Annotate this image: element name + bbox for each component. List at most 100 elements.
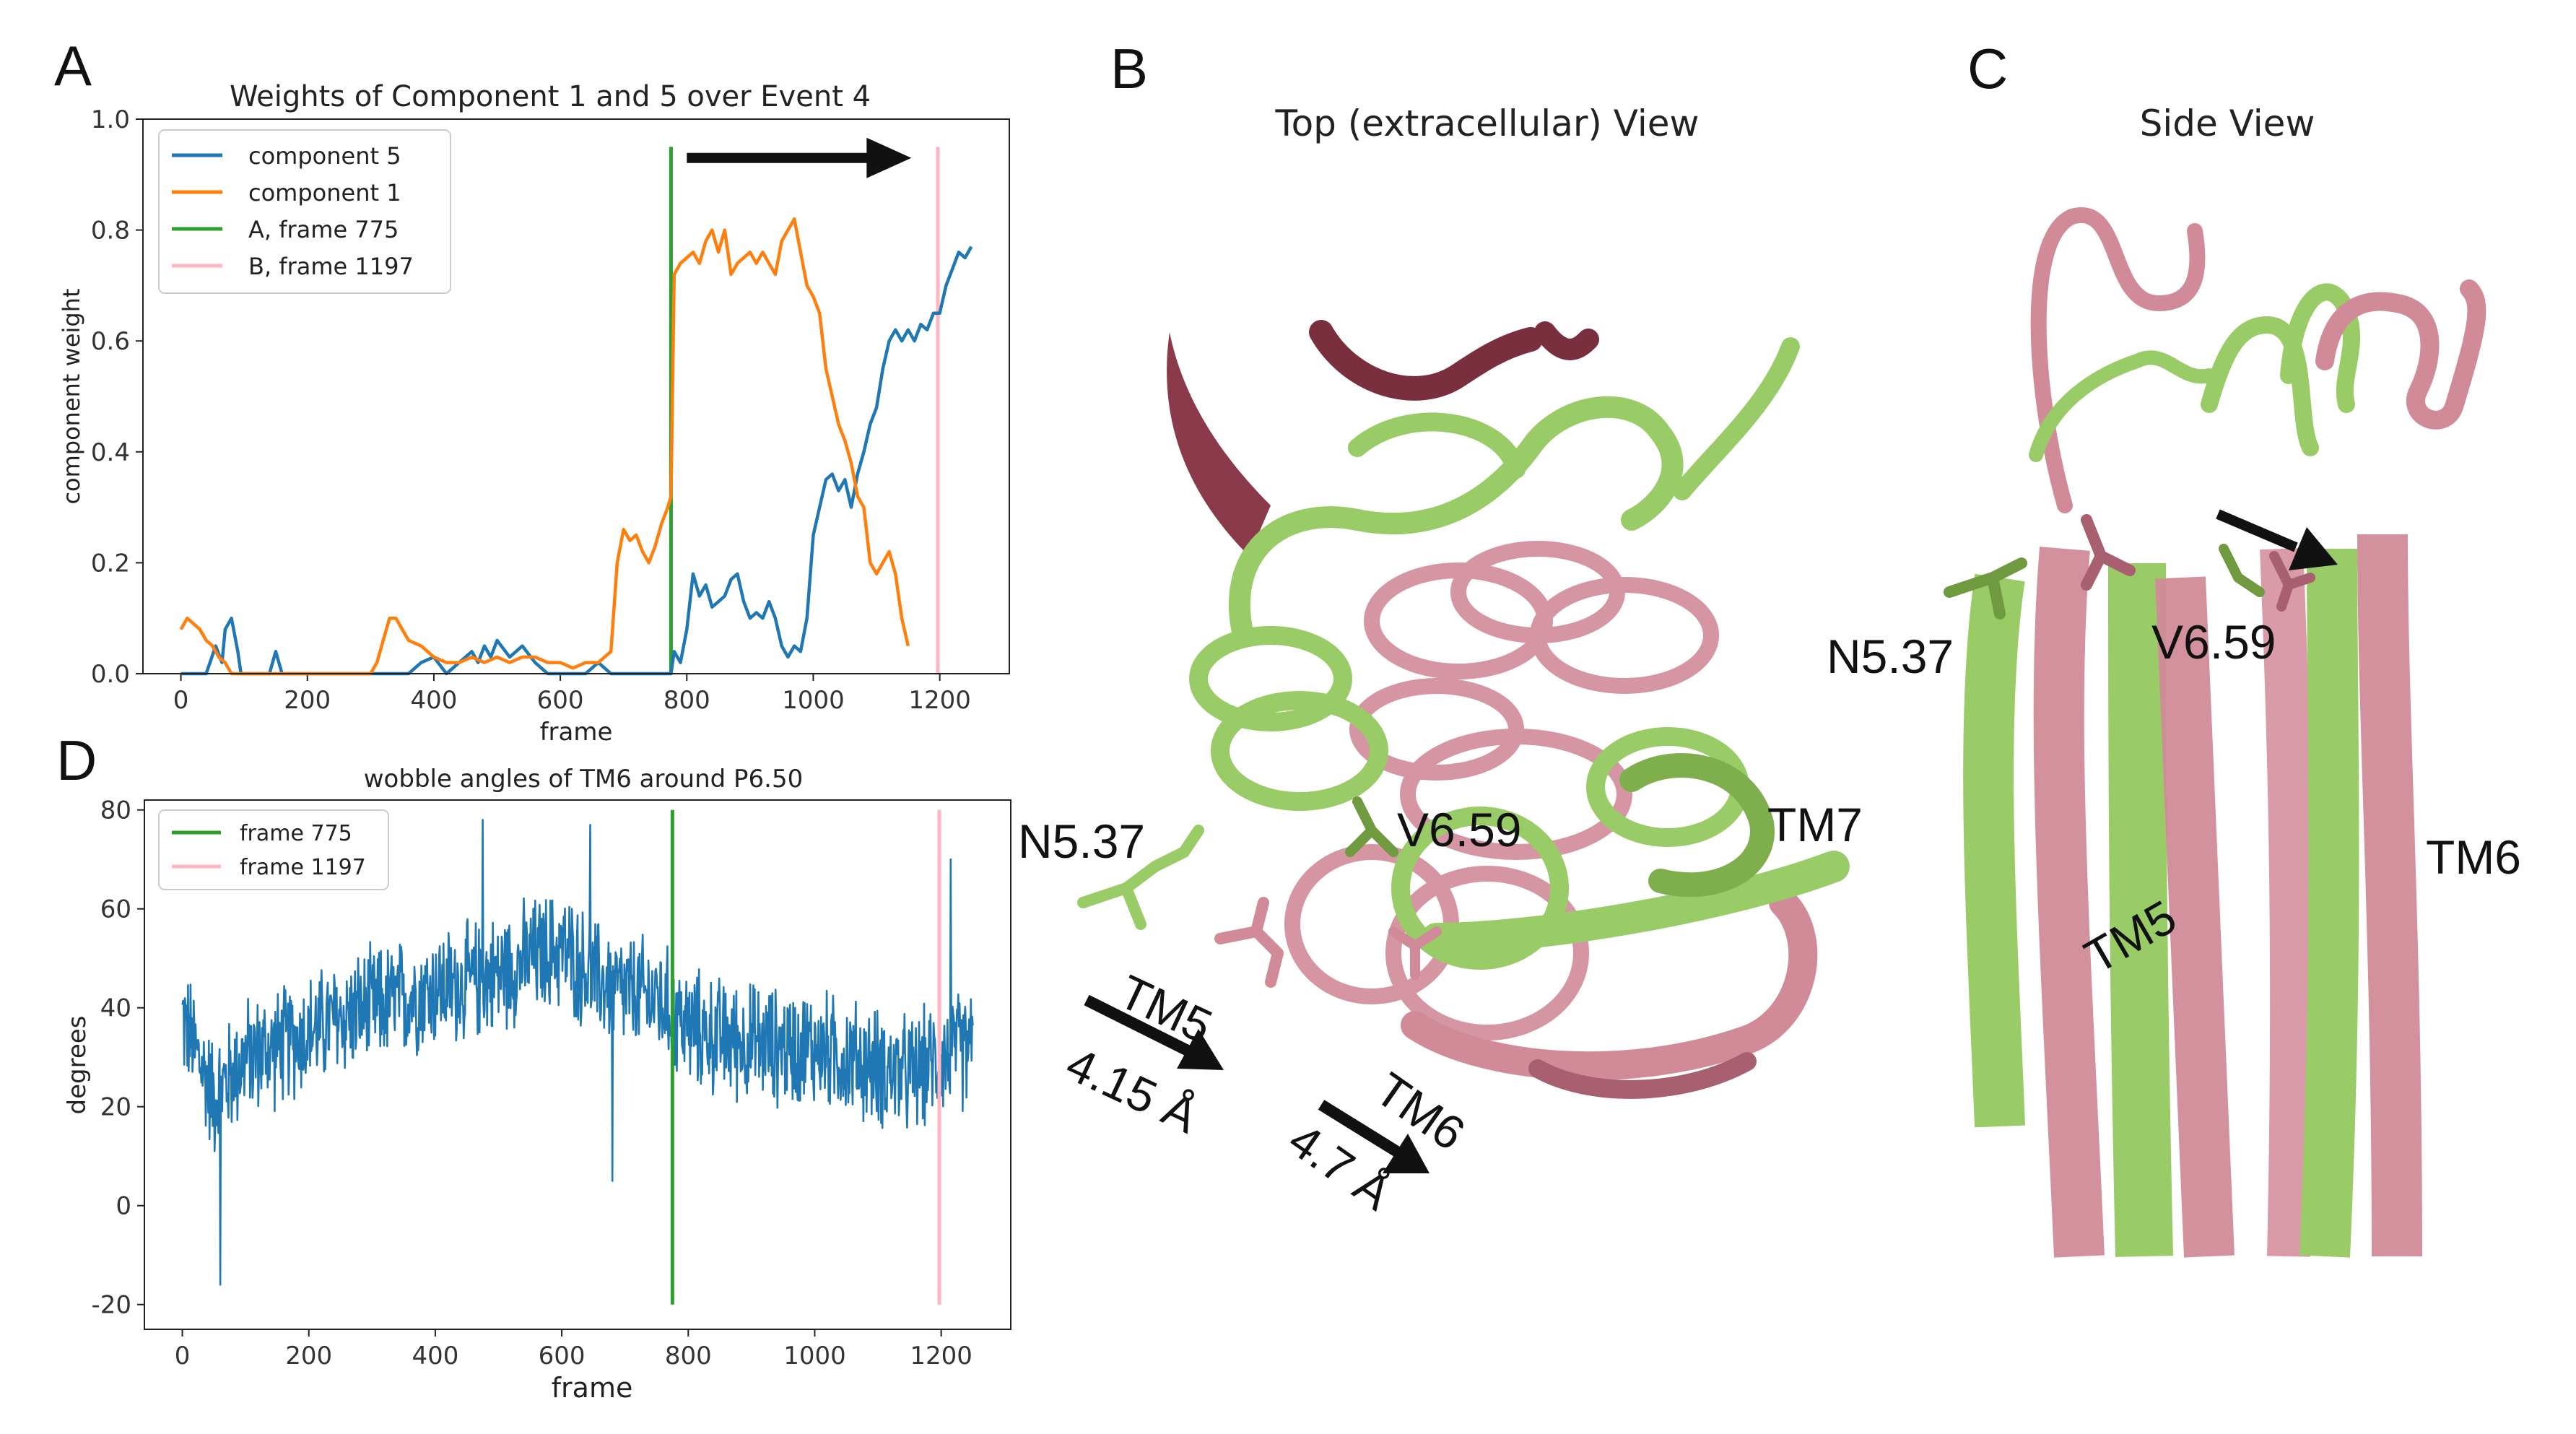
c-pink-helix-tm5: [2155, 576, 2235, 1258]
chart-a-xtick-label: 600: [537, 686, 584, 715]
chart-d-ytick-label: 20: [100, 1093, 131, 1122]
c-green-helix-1: [1963, 573, 2025, 1128]
chart-d-xtick-label: 600: [539, 1342, 586, 1370]
chart-a-legend-box: [158, 129, 451, 294]
chart-a-xtick-label: 800: [663, 686, 710, 715]
panel-label-c: C: [1967, 37, 2008, 100]
b-dark-loop-left: [1167, 332, 1271, 556]
c-green-loop-left: [2029, 350, 2216, 462]
c-pink-loop-right: [2315, 279, 2486, 430]
b-sidechain-v659-pink: [1388, 926, 1442, 980]
c-pink-loop-left: [2030, 207, 2206, 513]
legend-label-component-1: component 1: [248, 179, 401, 207]
c-label-v659: V6.59: [2151, 615, 2276, 669]
b-arrowhead-tm6: [1383, 1134, 1430, 1173]
panel-b-title: Top (extracellular) View: [1275, 103, 1700, 144]
chart-d-series: [181, 819, 974, 1286]
b-label-tm7: TM7: [1767, 798, 1863, 851]
chart-d-axes-frame: [144, 799, 1011, 1330]
b-arrowhead-tm5: [1177, 1029, 1224, 1070]
chart-d-ytick-label: -20: [91, 1291, 131, 1320]
c-shift-arrow: [2216, 509, 2298, 552]
chart-a: Weights of Component 1 and 5 over Event …: [58, 80, 1010, 747]
c-pink-helix-2: [2260, 547, 2314, 1257]
b-label-v659: V6.59: [1397, 803, 1521, 856]
b-green-ribbon-tm7: [1421, 851, 1850, 955]
chart-d-ytick-label: 40: [100, 994, 131, 1023]
c-label-n537: N5.37: [1827, 630, 1954, 683]
c-sidechain-n537-green: [1944, 557, 2027, 620]
b-green-tm7-helix: [1619, 753, 1775, 898]
c-shift-arrowhead: [2289, 527, 2338, 570]
chart-d-xtick-label: 0: [175, 1342, 191, 1370]
legend-label-frame-b: B, frame 1197: [248, 253, 414, 280]
chart-a-ytick-label: 0.6: [91, 327, 130, 356]
chart-d-ticks: 0 200 400 600 800 1000 1200 -20 0 20 40 60 80: [91, 796, 972, 1370]
chart-d-xlabel: frame: [552, 1372, 633, 1404]
chart-d-xtick-label: 400: [412, 1342, 458, 1370]
chart-d-xtick-label: 1000: [783, 1342, 846, 1370]
chart-d-ylabel: degrees: [63, 1016, 92, 1115]
b-green-loop-right: [1673, 337, 1800, 500]
chart-a-xtick-label: 0: [173, 686, 189, 715]
c-green-helix-tm6: [2299, 548, 2359, 1258]
legend-label-component-5: component 5: [248, 142, 401, 170]
b-green-helix-bundle: [1189, 626, 1749, 970]
chart-d-marker-lines: [670, 809, 941, 1305]
c-label-tm6: TM6: [2426, 830, 2521, 884]
b-label-n537: N5.37: [1018, 814, 1145, 868]
b-dark-loop-top-right: [1534, 321, 1599, 360]
chart-a-xtick-label: 400: [410, 686, 457, 715]
b-sidechain-n537-green: [1077, 825, 1204, 930]
c-sidechain-pink-1: [2081, 514, 2136, 591]
legend-label-frame-775: frame 775: [240, 821, 352, 846]
chart-d-series-wobble-angle: [181, 819, 974, 1286]
chart-d-legend: frame 775 frame 1197: [158, 809, 389, 890]
legend-label-frame-1197: frame 1197: [240, 855, 366, 880]
c-sidechain-v659-pink: [2269, 551, 2315, 612]
c-pink-helix-tm6: [2357, 534, 2422, 1257]
c-sidechain-v659-green: [2219, 544, 2265, 597]
chart-d: wobble angles of TM6 around P6.50 0 200 40…: [63, 765, 1011, 1404]
chart-a-ticks: 0 200 400 600 800 1000 1200 0.0 0.2 0.4 0.6 0.8 1.0: [91, 105, 971, 715]
panel-c-title: Side View: [2140, 103, 2315, 144]
chart-d-xtick-label: 200: [285, 1342, 332, 1370]
b-arrow-tm5: [1084, 994, 1191, 1056]
chart-a-ytick-label: 0.8: [91, 217, 130, 245]
chart-a-title: Weights of Component 1 and 5 over Event …: [230, 80, 871, 113]
chart-a-ylabel: component weight: [58, 288, 85, 504]
c-helix-bundle: [1963, 534, 2422, 1258]
chart-a-xtick-label: 1200: [908, 686, 971, 715]
c-green-loop-mid: [2201, 316, 2319, 456]
chart-d-ytick-label: 0: [116, 1192, 131, 1221]
chart-a-ytick-label: 1.0: [91, 105, 130, 134]
chart-a-xtick-label: 1000: [782, 686, 845, 715]
b-pink-ribbon-bottom: [1401, 888, 1818, 1081]
chart-a-ytick-label: 0.2: [91, 549, 130, 578]
chart-d-xtick-label: 1200: [910, 1342, 972, 1370]
b-arrow-tm6: [1318, 1100, 1401, 1157]
legend-label-frame-a: A, frame 775: [248, 216, 399, 243]
b-pink-helix-bundle: [1284, 541, 1719, 1040]
chart-a-xlabel: frame: [540, 718, 613, 747]
chart-a-axes-frame: [142, 118, 1010, 674]
chart-d-title: wobble angles of TM6 around P6.50: [364, 765, 803, 794]
b-sidechain-n537-pink: [1214, 897, 1284, 988]
chart-d-ytick-label: 60: [100, 895, 131, 924]
chart-a-xtick-label: 200: [284, 686, 331, 715]
chart-d-legend-box: [158, 809, 389, 890]
panel-label-d: D: [56, 729, 97, 792]
b-green-loop-inner: [1348, 412, 1526, 479]
chart-d-xtick-label: 800: [665, 1342, 712, 1370]
chart-a-series-component-1: [179, 217, 910, 676]
b-dark-loop-top: [1309, 320, 1543, 401]
c-green-helix-tm5: [2108, 562, 2173, 1257]
chart-a-ytick-label: 0.0: [91, 660, 130, 689]
panel-label-a: A: [54, 34, 92, 97]
c-pink-helix-1: [2033, 547, 2105, 1258]
b-pink-ribbon-bottom-edge: [1528, 1052, 1757, 1099]
chart-d-ytick-label: 80: [100, 796, 131, 825]
chart-a-legend: component 5 component 1 A, frame 775 B, …: [158, 129, 451, 294]
panel-label-b: B: [1110, 37, 1148, 100]
